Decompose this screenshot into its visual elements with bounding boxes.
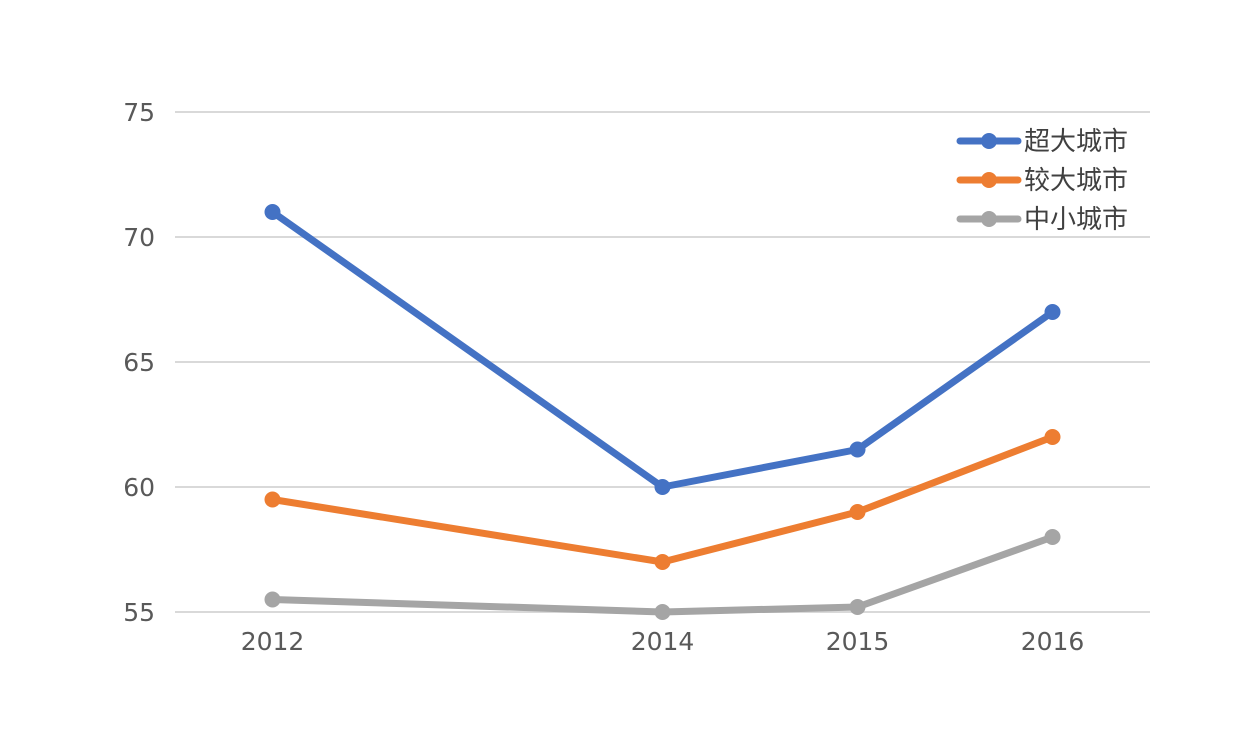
legend-label: 超大城市: [1024, 127, 1128, 157]
legend-label: 中小城市: [1024, 205, 1128, 235]
y-tick-label: 65: [123, 348, 155, 377]
legend-item: 超大城市: [956, 127, 1128, 157]
series-line: [269, 533, 1056, 616]
x-tick-label: 2016: [1021, 627, 1085, 656]
data-point: [654, 479, 671, 495]
x-tick-label: 2012: [241, 627, 305, 656]
data-point: [1044, 529, 1061, 545]
series-1: [264, 204, 1061, 495]
data-point: [264, 591, 281, 608]
legend-label: 较大城市: [1024, 166, 1128, 196]
series-3: [264, 529, 1061, 620]
series-line: [269, 433, 1056, 566]
x-tick-label: 2014: [631, 627, 695, 656]
data-point: [1044, 429, 1061, 445]
series-group: [264, 204, 1061, 620]
legend-swatch-marker: [981, 172, 997, 188]
series-2: [264, 429, 1061, 570]
y-tick-label: 70: [123, 223, 155, 252]
y-tick-label: 60: [123, 473, 155, 502]
x-tick-label: 2015: [826, 627, 890, 656]
y-tick-label: 55: [123, 598, 155, 627]
data-point: [654, 554, 671, 570]
data-point: [1044, 304, 1061, 320]
series-line: [269, 208, 1056, 491]
x-axis-ticks: 2012 2014 2015 2016: [241, 627, 1085, 656]
gridlines: [175, 111, 1150, 613]
legend-swatch-marker: [981, 133, 997, 149]
data-point: [849, 504, 866, 520]
y-tick-label: 75: [123, 98, 155, 127]
legend-item: 中小城市: [956, 205, 1128, 235]
data-point: [849, 599, 866, 615]
legend-swatch-marker: [981, 211, 997, 227]
data-point: [849, 441, 866, 458]
y-axis-ticks: 55 60 65 70 75: [123, 98, 155, 627]
legend-item: 较大城市: [956, 166, 1128, 196]
data-point: [654, 604, 671, 620]
data-point: [264, 204, 281, 220]
data-point: [264, 491, 281, 508]
